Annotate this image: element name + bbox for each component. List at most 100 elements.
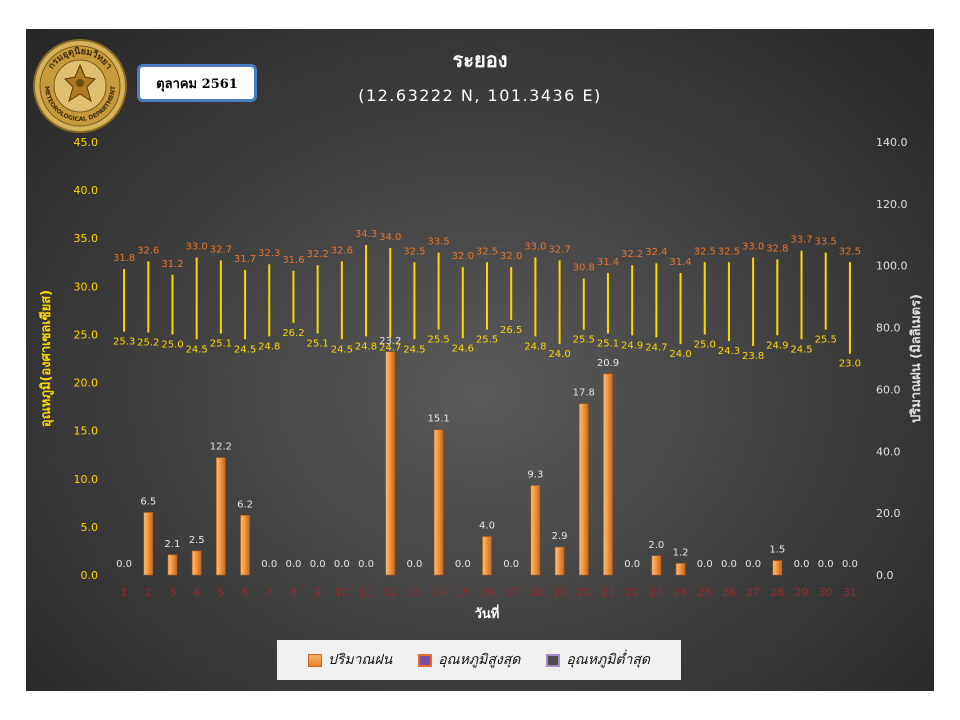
rain-data-label: 6.2 bbox=[237, 499, 253, 510]
rain-data-label: 0.0 bbox=[842, 559, 858, 570]
max-temp-label: 32.4 bbox=[645, 247, 667, 258]
min-temp-label: 24.0 bbox=[548, 349, 570, 360]
min-temp-label: 24.5 bbox=[331, 344, 353, 355]
max-temp-label: 31.4 bbox=[669, 257, 691, 268]
rain-data-label: 0.0 bbox=[697, 559, 713, 570]
legend-label-max-temp: อุณหภูมิสูงสุด bbox=[438, 652, 521, 668]
month-label-box: ตุลาคม 2561 bbox=[137, 64, 257, 102]
x-axis-tick: 27 bbox=[746, 586, 760, 599]
left-axis-tick: 25.0 bbox=[74, 328, 99, 341]
left-axis-tick: 0.0 bbox=[81, 569, 99, 582]
x-axis-tick: 23 bbox=[649, 586, 663, 599]
min-temp-label: 24.7 bbox=[379, 342, 401, 353]
min-temp-label: 25.5 bbox=[573, 335, 595, 346]
x-axis-tick: 1 bbox=[121, 586, 128, 599]
max-temp-label: 31.6 bbox=[282, 255, 304, 266]
right-axis-tick: 20.0 bbox=[876, 507, 901, 520]
max-temp-label: 33.5 bbox=[815, 237, 837, 248]
rain-data-label: 0.0 bbox=[310, 559, 326, 570]
rain-data-label: 20.9 bbox=[597, 358, 619, 369]
right-axis-tick: 140.0 bbox=[876, 136, 908, 149]
left-axis-title: อุณหภูมิ(องศาเซลเซียส) bbox=[38, 290, 54, 427]
rain-data-label: 2.0 bbox=[648, 540, 664, 551]
min-temp-label: 25.5 bbox=[815, 335, 837, 346]
rain-data-label: 0.0 bbox=[818, 559, 834, 570]
x-axis-tick: 12 bbox=[383, 586, 397, 599]
x-axis-tick: 22 bbox=[625, 586, 639, 599]
right-axis-title: ปริมาณฝน (มิลลิเมตร) bbox=[909, 294, 924, 423]
left-axis-tick: 15.0 bbox=[74, 425, 99, 438]
max-temp-label: 32.7 bbox=[210, 244, 232, 255]
left-axis-tick: 5.0 bbox=[81, 521, 99, 534]
max-temp-label: 33.5 bbox=[427, 237, 449, 248]
x-axis-tick: 6 bbox=[242, 586, 249, 599]
rain-bar bbox=[772, 560, 783, 576]
rain-data-label: 0.0 bbox=[358, 559, 374, 570]
right-axis-tick: 120.0 bbox=[876, 198, 908, 211]
min-temp-label: 25.2 bbox=[137, 338, 159, 349]
x-axis-tick: 15 bbox=[456, 586, 470, 599]
left-axis-tick: 20.0 bbox=[74, 377, 99, 390]
min-temp-label: 23.8 bbox=[742, 351, 764, 362]
x-axis-tick: 11 bbox=[359, 586, 373, 599]
max-temp-label: 31.8 bbox=[113, 253, 135, 264]
min-temp-label: 24.3 bbox=[718, 346, 740, 357]
chart-panel bbox=[26, 29, 934, 691]
rain-data-label: 1.5 bbox=[769, 545, 785, 556]
legend-item-min-temp: อุณหภูมิต่ำสุด bbox=[546, 649, 650, 671]
legend-label-rain: ปริมาณฝน bbox=[327, 652, 393, 668]
rain-data-label: 0.0 bbox=[116, 559, 132, 570]
min-temp-label: 25.5 bbox=[476, 335, 498, 346]
max-temp-label: 32.6 bbox=[137, 245, 159, 256]
rain-data-label: 9.3 bbox=[527, 470, 543, 481]
x-axis-tick: 13 bbox=[407, 586, 421, 599]
max-temp-label: 33.0 bbox=[524, 241, 546, 252]
rain-data-label: 2.1 bbox=[165, 539, 181, 550]
min-temp-label: 26.5 bbox=[500, 325, 522, 336]
rain-bar bbox=[143, 512, 154, 576]
rain-bar bbox=[240, 515, 250, 576]
x-axis-tick: 21 bbox=[601, 586, 615, 599]
max-temp-label: 34.0 bbox=[379, 232, 401, 243]
left-axis-tick: 40.0 bbox=[74, 184, 99, 197]
legend: ปริมาณฝน อุณหภูมิสูงสุด อุณหภูมิต่ำสุด bbox=[277, 640, 681, 680]
x-axis-tick: 8 bbox=[290, 586, 297, 599]
rain-bar bbox=[482, 536, 492, 576]
legend-swatch-max-temp bbox=[418, 653, 433, 667]
rain-data-label: 0.0 bbox=[334, 559, 350, 570]
x-axis-tick: 24 bbox=[674, 586, 688, 599]
rain-data-label: 4.0 bbox=[479, 521, 495, 532]
max-temp-label: 32.2 bbox=[621, 249, 643, 260]
max-temp-label: 32.5 bbox=[476, 246, 498, 257]
min-temp-label: 24.0 bbox=[669, 349, 691, 360]
rain-bar bbox=[191, 550, 202, 576]
min-temp-label: 24.6 bbox=[452, 343, 474, 354]
x-axis-tick: 18 bbox=[528, 586, 542, 599]
rain-bar bbox=[167, 554, 178, 576]
max-temp-label: 32.5 bbox=[403, 246, 425, 257]
rain-data-label: 0.0 bbox=[261, 559, 277, 570]
max-temp-label: 32.5 bbox=[839, 246, 861, 257]
max-temp-label: 32.7 bbox=[548, 244, 570, 255]
legend-item-max-temp: อุณหภูมิสูงสุด bbox=[418, 649, 520, 671]
right-axis-tick: 100.0 bbox=[876, 260, 908, 273]
rain-bar bbox=[530, 485, 541, 576]
max-temp-label: 32.5 bbox=[694, 246, 716, 257]
min-temp-label: 25.1 bbox=[210, 338, 232, 349]
rain-data-label: 0.0 bbox=[624, 559, 640, 570]
max-temp-label: 32.0 bbox=[452, 251, 474, 262]
min-temp-label: 25.1 bbox=[597, 338, 619, 349]
rain-bar bbox=[603, 373, 613, 576]
x-axis-tick: 10 bbox=[335, 586, 349, 599]
min-temp-label: 25.1 bbox=[307, 338, 329, 349]
min-temp-label: 25.3 bbox=[113, 337, 135, 348]
rain-bar bbox=[578, 403, 589, 576]
x-axis-tick: 31 bbox=[843, 586, 857, 599]
rain-data-label: 15.1 bbox=[427, 414, 449, 425]
max-temp-label: 30.8 bbox=[573, 263, 595, 274]
min-temp-label: 26.2 bbox=[282, 328, 304, 339]
month-label: ตุลาคม 2561 bbox=[156, 76, 238, 92]
meteorological-department-seal-icon: กรมอุตุนิยมวิทยา METEOROLOGICAL DEPARTME… bbox=[33, 39, 127, 133]
min-temp-label: 24.5 bbox=[403, 344, 425, 355]
max-temp-label: 32.6 bbox=[331, 245, 353, 256]
